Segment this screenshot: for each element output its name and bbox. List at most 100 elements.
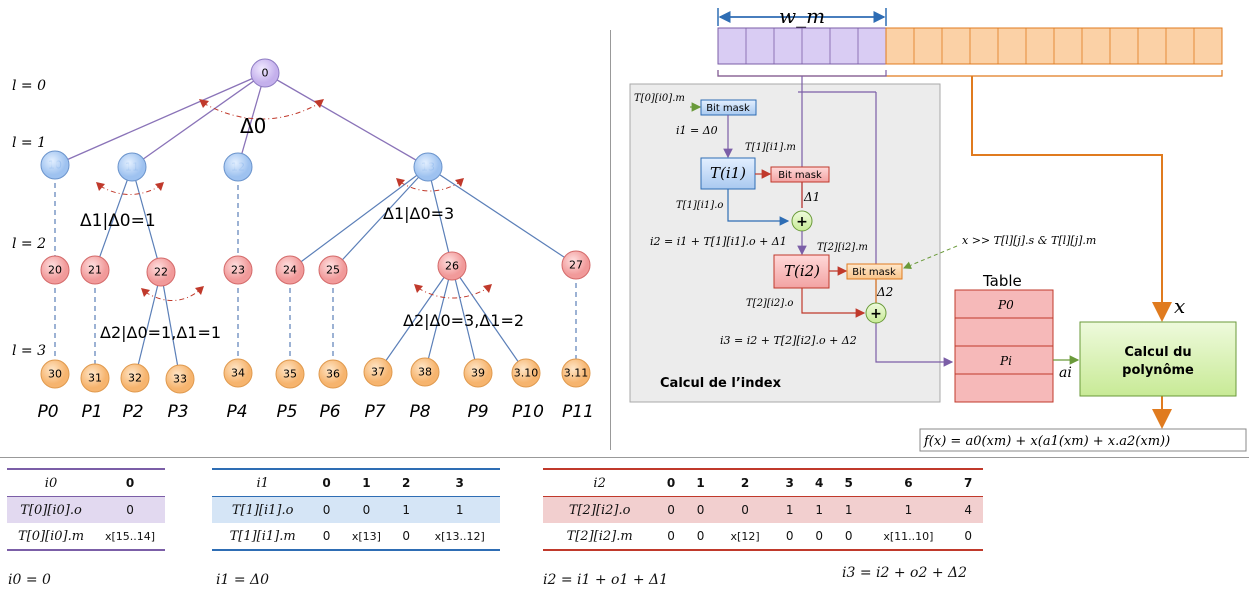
wm-label: w_m: [779, 4, 825, 28]
index-box-title: Calcul de l’index: [660, 376, 782, 391]
tree-level1-nodes: 10 11 12 13: [40, 150, 443, 182]
poly-label: P3: [167, 402, 188, 422]
coefficient-table: [954, 289, 1054, 403]
tree-node: 30: [40, 359, 70, 389]
table-level0: i0 0 T[0][i0].o 0 T[0][i0].m x[15..14]: [7, 470, 165, 549]
delta1-label: Δ1: [803, 190, 820, 204]
bitmask-box-3: [846, 263, 903, 280]
index-box: [629, 83, 941, 403]
tree-node: 3.11: [561, 358, 591, 388]
polynomial-box: [1079, 321, 1237, 397]
table1-note: i0 = 0: [8, 572, 51, 588]
svg-text:24: 24: [283, 264, 297, 277]
tree-node: 21: [80, 255, 110, 285]
svg-text:21: 21: [88, 264, 102, 277]
svg-text:T(i2): T(i2): [784, 262, 820, 280]
poly-label: P9: [467, 402, 488, 422]
level-label-2: l = 2: [12, 236, 46, 252]
ai-label: ai: [1059, 365, 1072, 381]
svg-text:+: +: [870, 306, 882, 322]
poly-label: P0: [37, 402, 58, 422]
tree-node: 35: [275, 359, 305, 389]
level1-edges: [94, 166, 577, 380]
root-edges: [54, 72, 429, 168]
poly-label: P11: [562, 402, 594, 422]
poly-label: P4: [226, 402, 247, 422]
tree-node: 3.10: [511, 358, 541, 388]
svg-text:10: 10: [48, 159, 62, 172]
svg-text:25: 25: [326, 264, 340, 277]
delta1-label-a: Δ1|Δ0=1: [80, 211, 156, 231]
index-computation-diagram: w_m Calcul de l’index: [629, 4, 1247, 452]
poly-label: P5: [276, 402, 297, 422]
poly-label: P10: [512, 402, 544, 422]
polynomial-formula: f(x) = a0(xm) + x(a1(xm) + x.a2(xm)): [923, 434, 1170, 449]
delta0-label: Δ0: [240, 114, 266, 138]
table-level0-wrapper: i0 0 T[0][i0].o 0 T[0][i0].m x[15..14]: [7, 468, 165, 551]
svg-text:polynôme: polynôme: [1122, 363, 1194, 378]
i3-equation: i3 = i2 + T[2][i2].o + Δ2: [720, 334, 857, 347]
poly-label: P6: [319, 402, 340, 422]
tree-node: 13: [413, 152, 443, 182]
vertical-divider: [610, 30, 611, 450]
polynomial-labels: P0 P1 P2 P3 P4 P5 P6 P7 P8 P9 P10 P11: [37, 402, 593, 422]
table3-note-2: i3 = i2 + o2 + Δ2: [842, 565, 968, 581]
tree-node: 20: [40, 255, 70, 285]
horizontal-divider: [0, 457, 1249, 458]
svg-text:26: 26: [445, 260, 459, 273]
wm-span-arrow: [717, 8, 887, 26]
tree-node: 31: [80, 363, 110, 393]
tree-node: 27: [561, 250, 591, 280]
svg-text:37: 37: [371, 366, 385, 379]
svg-text:39: 39: [471, 367, 485, 380]
bitmask-box-2: [770, 166, 830, 183]
t2o-label: T[2][i2].o: [746, 298, 793, 309]
table-header-label: i0: [44, 475, 58, 491]
tree-node: 32: [120, 363, 150, 393]
t1o-label: T[1][i1].o: [676, 200, 723, 211]
svg-text:0: 0: [262, 67, 269, 80]
tree-node: 23: [223, 255, 253, 285]
tree-level3-nodes: 30 31 32 33 34 35 36 37 38 39 3.10 3.11: [40, 357, 591, 394]
svg-text:34: 34: [231, 367, 245, 380]
svg-text:27: 27: [569, 259, 583, 272]
svg-text:32: 32: [128, 372, 142, 385]
level-label-3: l = 3: [12, 343, 46, 359]
row-m-label: T[0][i0].m: [17, 528, 85, 544]
svg-text:Bit mask: Bit mask: [852, 267, 896, 278]
tree-node: 34: [223, 358, 253, 388]
t-i2-box: [773, 254, 830, 289]
x-label: x: [1174, 294, 1185, 318]
svg-text:22: 22: [154, 266, 168, 279]
tree-node: 24: [275, 255, 305, 285]
register-bracket: [717, 70, 1223, 77]
delta2-label: Δ2: [876, 285, 893, 299]
table-row-p0: P0: [997, 298, 1014, 312]
svg-text:11: 11: [125, 161, 139, 174]
svg-text:31: 31: [88, 372, 102, 385]
svg-text:T(i1): T(i1): [710, 164, 746, 182]
tree-level2-nodes: 20 21 22 23 24 25 26 27: [40, 250, 591, 287]
tree-diagram: l = 0 l = 1 l = 2 l = 3: [12, 58, 594, 422]
tree-node: 33: [165, 364, 195, 394]
level-label-1: l = 1: [12, 135, 46, 151]
tree-node: 10: [40, 150, 70, 180]
tree-node: 38: [410, 357, 440, 387]
delta2-label-b: Δ2|Δ0=3,Δ1=2: [403, 311, 524, 330]
table3-note: i2 = i1 + o1 + Δ1: [543, 572, 669, 588]
svg-text:12: 12: [231, 161, 245, 174]
formula-box: [919, 428, 1247, 452]
svg-text:+: +: [796, 214, 808, 230]
poly-label: P2: [122, 402, 143, 422]
shift-mask-expression: x >> T[l][j].s & T[l][j].m: [962, 234, 1096, 247]
t0m-label: T[0][i0].m: [634, 93, 685, 104]
svg-text:36: 36: [326, 368, 340, 381]
svg-text:23: 23: [231, 264, 245, 277]
delta1-label-b: Δ1|Δ0=3: [383, 204, 454, 223]
dashed-edges: [54, 165, 577, 378]
table2-note: i1 = Δ0: [216, 572, 270, 588]
svg-text:Bit mask: Bit mask: [778, 170, 822, 181]
